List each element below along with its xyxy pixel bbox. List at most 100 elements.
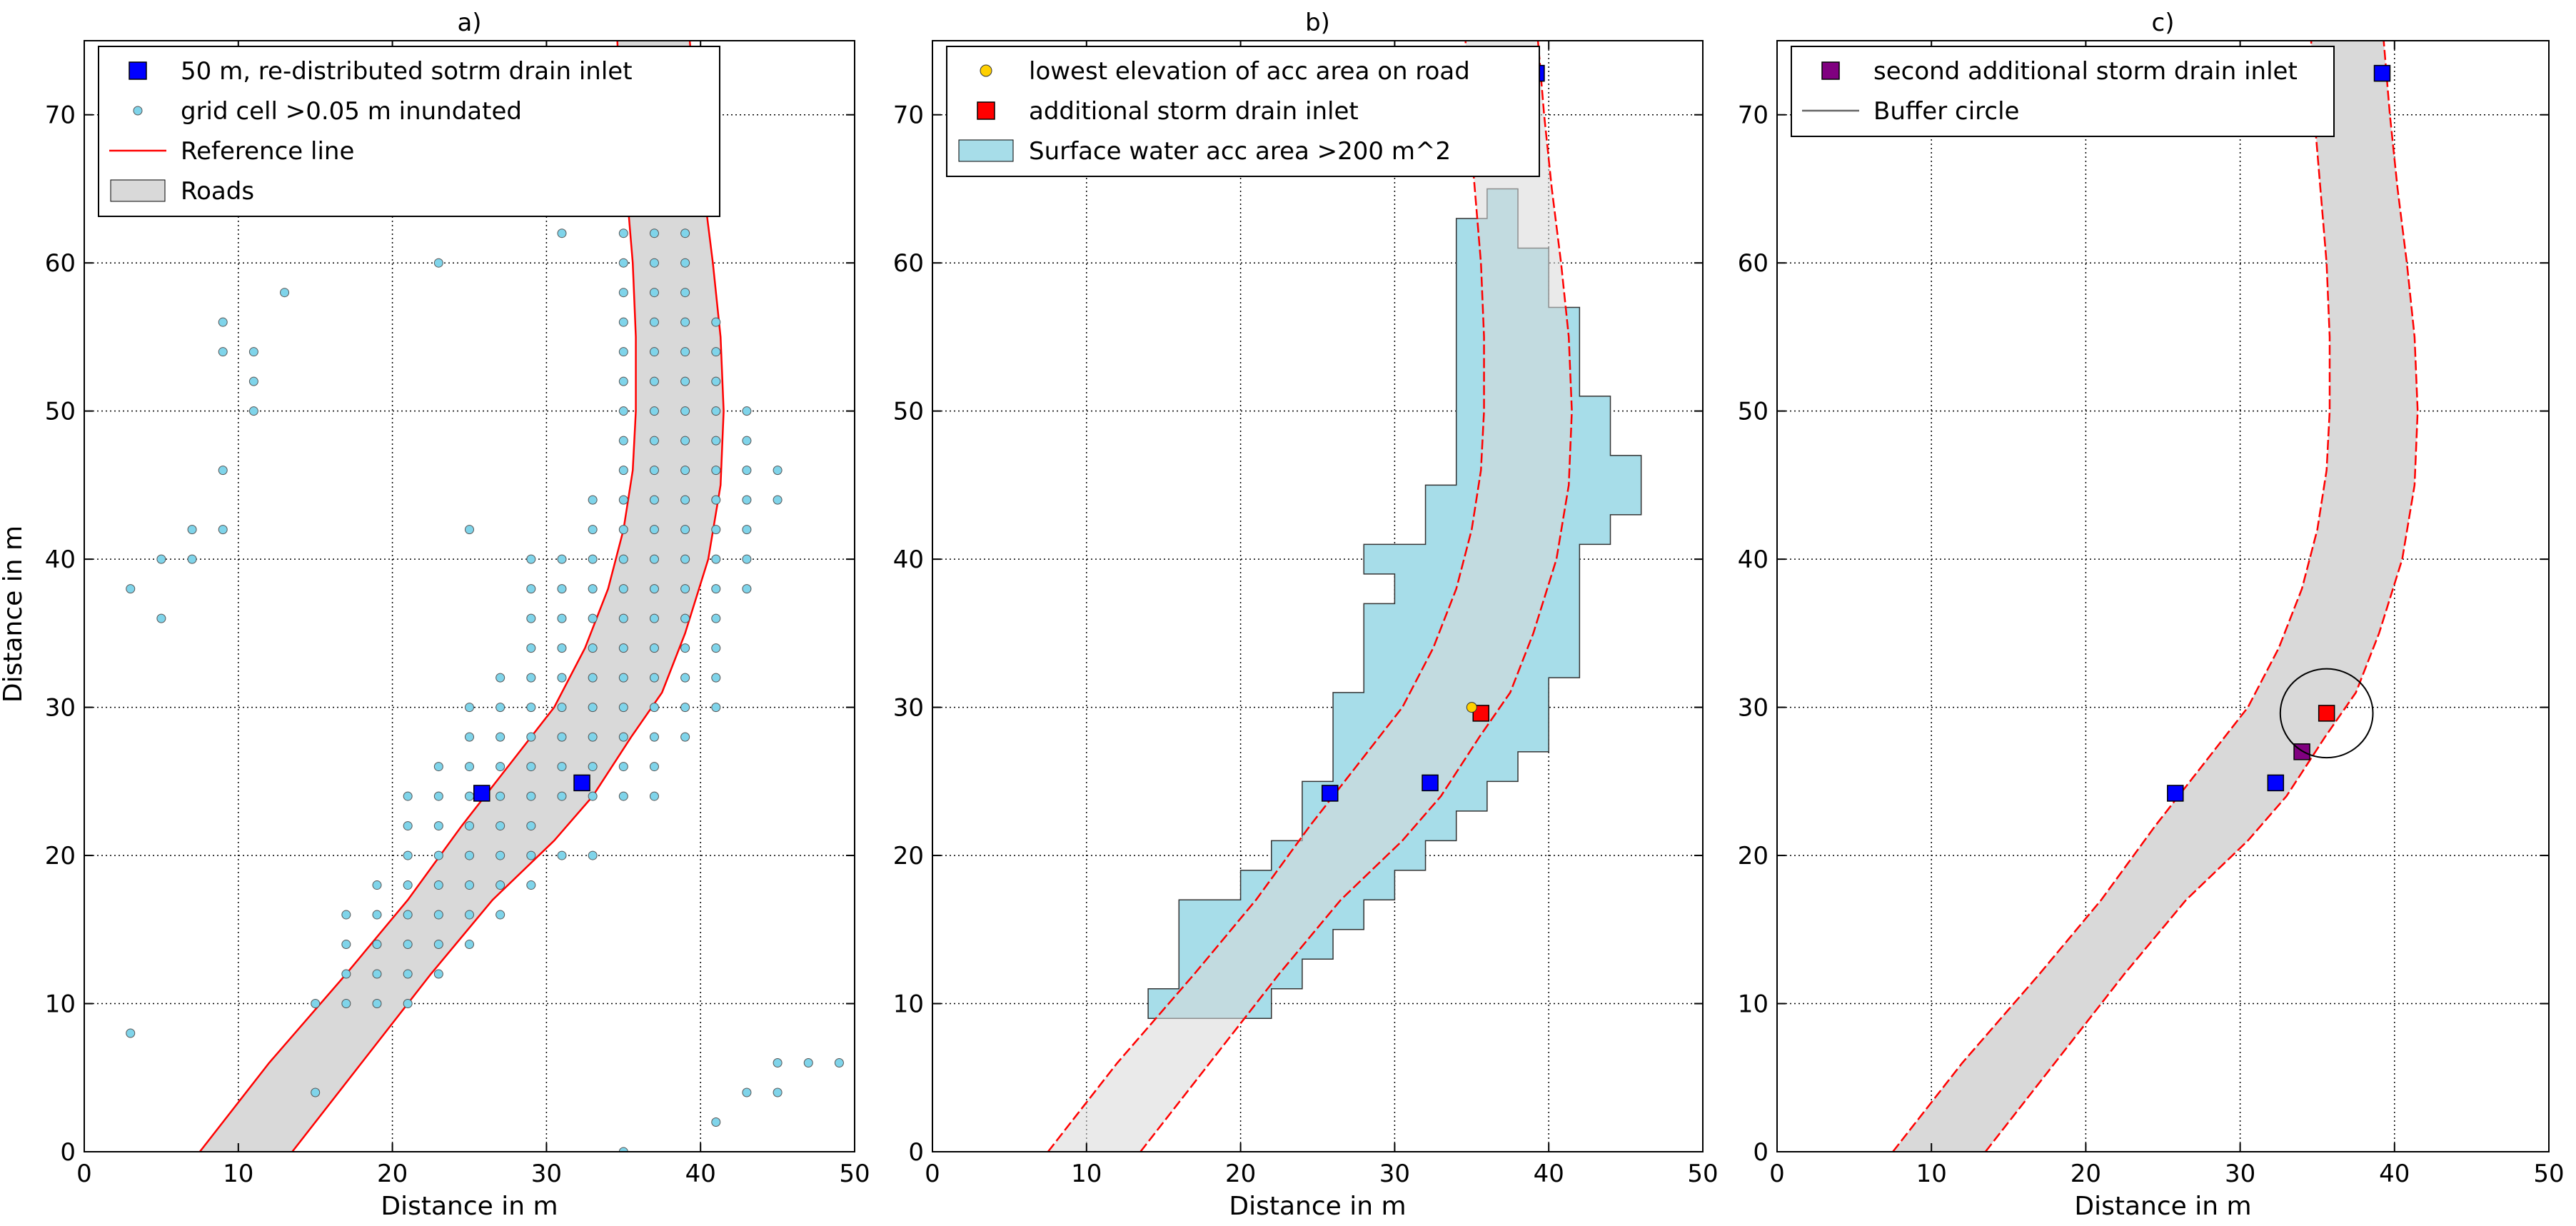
inundated-cell-marker [711,1117,721,1127]
panel-title: c) [2152,9,2175,37]
x-axis-label: Distance in m [1229,1192,1406,1221]
inundated-cell-marker [649,466,659,476]
y-tick-label: 70 [1738,101,1769,130]
inundated-cell-marker [248,406,258,416]
inundated-cell-marker [742,495,752,505]
y-tick-label: 50 [1738,398,1769,426]
inundated-cell-marker [618,288,628,298]
inundated-cell-marker [218,525,228,535]
inundated-cell-marker [341,940,351,950]
inundated-cell-marker [618,228,628,238]
inundated-cell-marker [834,1058,844,1068]
inundated-cell-marker [588,584,598,594]
inundated-cell-marker [557,228,567,238]
buffer-circle [2279,668,2374,759]
inundated-cell-marker [680,673,690,683]
inundated-cell-marker [557,703,567,713]
x-tick-label: 40 [2379,1160,2410,1188]
inundated-cell-marker [649,317,659,327]
inundated-cell-marker [403,999,413,1009]
inundated-cell-marker [526,643,536,653]
inundated-cell-marker [618,673,628,683]
inundated-cell-marker [341,910,351,920]
inundated-cell-marker [248,376,258,386]
x-tick-label: 30 [1379,1160,1410,1188]
inundated-cell-marker [680,466,690,476]
inundated-cell-marker [649,288,659,298]
inundated-cell-marker [433,258,443,268]
inundated-cell-marker [465,732,474,742]
inundated-cell-marker [711,613,721,623]
inundated-cell-marker [465,910,474,920]
inundated-cell-marker [588,643,598,653]
inundated-cell-marker [495,732,505,742]
legend: 50 m, re-distributed sotrm drain inlet gr… [98,46,720,217]
legend-box [1791,46,2335,137]
inundated-cell-marker [403,791,413,801]
inundated-cell-marker [680,376,690,386]
legend-label: Buffer circle [1873,97,2019,126]
inundated-cell-marker [433,940,443,950]
reference-line-right [291,41,725,1152]
y-tick-label: 70 [893,101,924,130]
inundated-cell-marker [680,554,690,564]
inundated-cell-marker [742,1087,752,1097]
inundated-cell-marker [433,850,443,860]
additional-inlet-marker [1472,705,1489,722]
y-tick-label: 30 [1738,694,1769,723]
inundated-cell-marker [557,554,567,564]
panel-title: b) [1305,9,1330,37]
x-tick-label: 20 [2071,1160,2101,1188]
x-tick-label: 20 [1225,1160,1256,1188]
inundated-cell-marker [588,495,598,505]
y-tick-label: 50 [45,398,76,426]
inundated-cell-marker [711,347,721,357]
x-axis-label: Distance in m [2074,1192,2251,1221]
inundated-cell-marker [311,999,321,1009]
inundated-cell-marker [742,554,752,564]
inundated-cell-marker [649,643,659,653]
inundated-cell-marker [680,703,690,713]
inundated-cell-marker [618,466,628,476]
y-tick-label: 60 [45,249,76,278]
inundated-cell-marker [618,376,628,386]
x-tick-label: 50 [1687,1160,1718,1188]
inundated-cell-marker [649,436,659,446]
storm-drain-inlet-marker [473,785,490,802]
inundated-cell-marker [526,584,536,594]
inundated-cell-marker [649,703,659,713]
inundated-cell-marker [465,850,474,860]
y-tick-label: 20 [893,842,924,870]
inundated-cell-marker [495,791,505,801]
inundated-cell-marker [742,406,752,416]
inundated-cell-marker [433,969,443,979]
inundated-cell-marker [526,880,536,890]
inundated-cell-marker [649,228,659,238]
panel-a: 0 10 20 30 40 50 0 10 20 30 40 50 60 70 a) Distance in … [45,9,870,1221]
inundated-cell-marker [403,850,413,860]
inundated-cell-marker [526,791,536,801]
inundated-cell-marker [187,525,197,535]
axes-frame [1776,40,2550,1152]
x-tick-label: 10 [1916,1160,1947,1188]
inundated-cell-marker [218,347,228,357]
inundated-cell-marker [557,850,567,860]
inundated-cell-marker [526,821,536,831]
inundated-cell-marker [588,554,598,564]
y-tick-label: 0 [60,1138,76,1167]
inundated-cell-marker [680,732,690,742]
inundated-cell-marker [526,554,536,564]
inundated-cell-marker [711,643,721,653]
inundated-cell-marker [680,436,690,446]
x-tick-label: 30 [531,1160,562,1188]
inundated-cell-marker [618,613,628,623]
inundated-cell-marker [711,554,721,564]
storm-drain-inlet-marker [573,774,590,792]
inundated-cell-marker [495,673,505,683]
inundated-cell-marker [618,525,628,535]
y-tick-label: 40 [1738,546,1769,574]
axes-frame [932,40,1704,1152]
inundated-cell-marker [526,703,536,713]
inundated-cell-marker [557,791,567,801]
inundated-cell-marker [711,436,721,446]
